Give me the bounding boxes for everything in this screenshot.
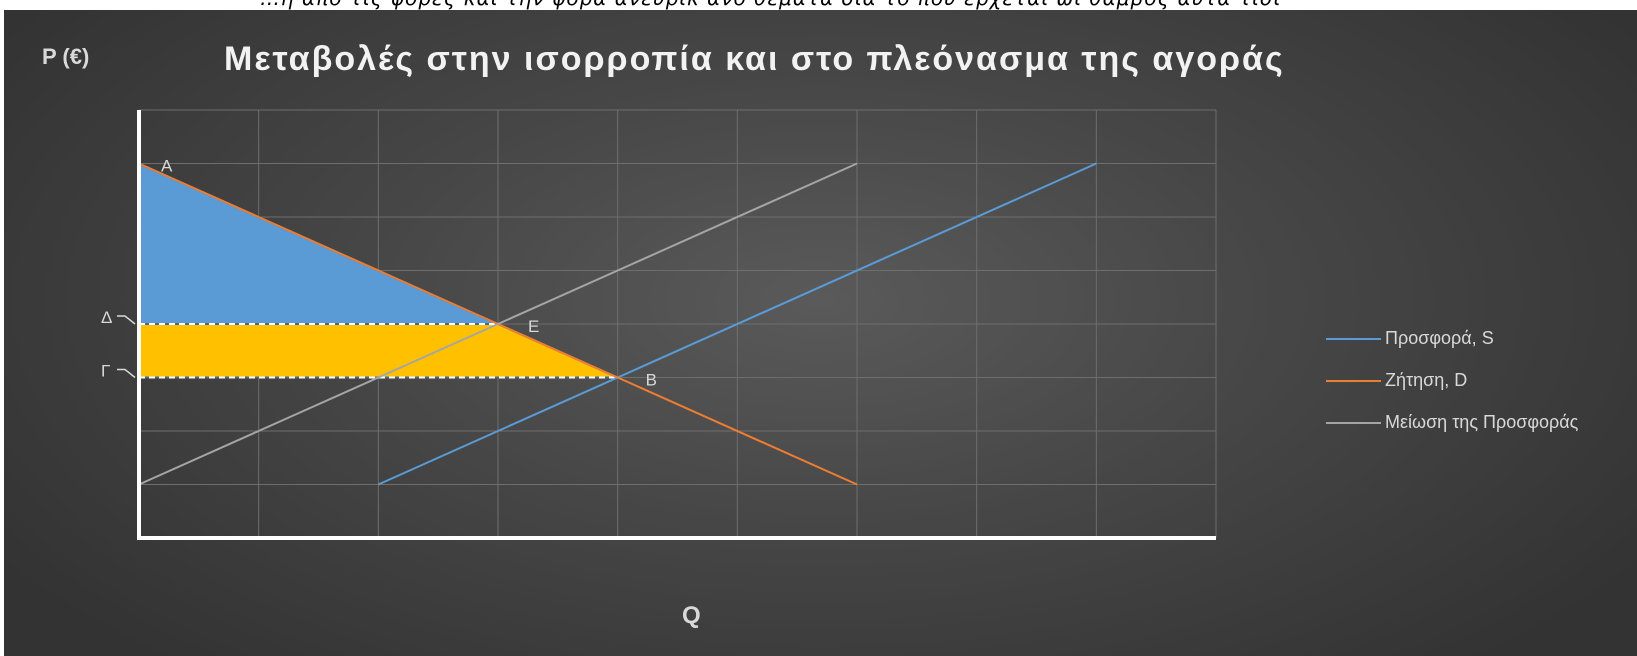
top-strip-text: …η απο τις φορες και την φορα ανευρικ αν… bbox=[260, 0, 1281, 10]
legend-label: Ζήτηση, D bbox=[1385, 370, 1468, 390]
legend-item-2: Ζήτηση, D bbox=[1326, 370, 1467, 391]
chart-area: P (€) Μεταβολές στην ισορροπία και στο π… bbox=[4, 10, 1637, 656]
legend-swatch bbox=[1326, 338, 1381, 341]
point-label-B: B bbox=[646, 371, 657, 390]
legend-label: Μείωση της Προσφοράς bbox=[1385, 412, 1579, 432]
legend-swatch bbox=[1326, 422, 1381, 425]
point-label-A: A bbox=[161, 157, 173, 176]
legend-label: Προσφορά, S bbox=[1385, 328, 1494, 348]
series-line-3 bbox=[138, 162, 858, 486]
legend-item-1: Προσφορά, S bbox=[1326, 328, 1494, 349]
legend-swatch bbox=[1326, 380, 1381, 383]
shaded-area-2 bbox=[138, 323, 619, 379]
plot-svg: A E B Δ Γ bbox=[101, 109, 1217, 540]
point-label-E: E bbox=[528, 317, 539, 336]
series-line-1 bbox=[377, 162, 1097, 486]
axis-label-Δ: Δ bbox=[101, 308, 112, 327]
y-axis-title: P (€) bbox=[42, 44, 90, 69]
axis-label-leader bbox=[117, 368, 136, 379]
axis-label-leader bbox=[117, 315, 136, 325]
top-strip: …η απο τις φορες και την φορα ανευρικ αν… bbox=[0, 0, 1637, 10]
axis-label-Γ: Γ bbox=[101, 362, 110, 381]
legend-item-3: Μείωση της Προσφοράς bbox=[1326, 412, 1578, 433]
chart-title: Μεταβολές στην ισορροπία και στο πλεόνασ… bbox=[224, 40, 1285, 78]
x-axis-title: Q bbox=[682, 602, 701, 629]
